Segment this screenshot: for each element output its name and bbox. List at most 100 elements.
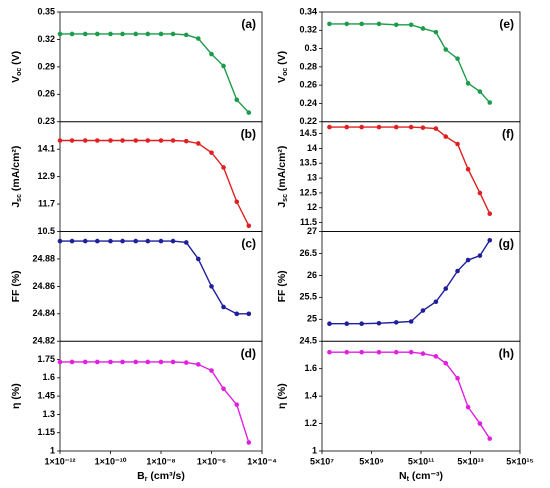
marker xyxy=(145,238,151,244)
label-part: (mA/cm²) xyxy=(10,146,22,194)
marker xyxy=(393,124,399,130)
x-tick-label: 1×10⁻⁸ xyxy=(146,456,175,466)
marker xyxy=(158,359,164,365)
label-part: FF (%) xyxy=(276,270,288,302)
line xyxy=(60,139,250,227)
marker xyxy=(195,256,201,262)
y-tick-label: 1 xyxy=(50,445,55,455)
y-axis-label: Voc (V) xyxy=(276,51,290,83)
y-tick-label: 1.3 xyxy=(42,409,55,419)
marker xyxy=(455,56,460,61)
label-part: J xyxy=(276,202,288,208)
y-tick-label: 0.32 xyxy=(299,25,317,35)
y-tick-label: 24.88 xyxy=(32,253,55,263)
plot-frame xyxy=(59,231,263,342)
y-tick-label: 1.45 xyxy=(37,391,55,401)
y-tick-label: 24.84 xyxy=(32,308,55,318)
marker xyxy=(246,311,252,317)
marker xyxy=(487,100,493,105)
y-tick-label: 1.15 xyxy=(37,427,55,437)
marker xyxy=(359,349,364,355)
marker xyxy=(408,349,414,355)
marker xyxy=(170,238,176,244)
x-tick-label: 5×10¹⁵ xyxy=(506,456,534,466)
y-tick-label: 24.5 xyxy=(299,336,317,346)
marker xyxy=(221,386,226,392)
marker xyxy=(94,138,100,143)
marker xyxy=(221,304,226,310)
marker xyxy=(393,349,399,355)
marker xyxy=(376,124,382,130)
line xyxy=(60,361,250,443)
y-tick-label: 24.86 xyxy=(32,281,55,291)
y-tick-label: 0.29 xyxy=(37,61,55,71)
y-tick-label: 0.24 xyxy=(299,98,317,108)
marker xyxy=(133,238,139,244)
marker xyxy=(327,124,332,130)
y-tick-label: 11.5 xyxy=(300,217,317,227)
marker xyxy=(108,31,113,37)
marker xyxy=(120,238,125,244)
label-part: J xyxy=(10,202,22,208)
marker xyxy=(170,138,176,143)
y-axis-label: η (%) xyxy=(276,383,288,409)
marker xyxy=(344,21,350,27)
y-tick-label: 12.9 xyxy=(37,171,55,181)
marker xyxy=(465,257,471,263)
panel-letter: (e) xyxy=(499,17,514,31)
marker xyxy=(234,402,240,407)
marker xyxy=(408,124,414,130)
marker xyxy=(133,359,139,365)
y-tick-label: 26.5 xyxy=(299,248,317,258)
marker xyxy=(393,320,399,325)
line xyxy=(60,33,250,114)
x-tick-label: 1×10⁻⁶ xyxy=(197,456,226,466)
marker xyxy=(57,359,63,365)
marker xyxy=(433,126,439,131)
marker xyxy=(443,360,449,366)
y-tick-label: 12.5 xyxy=(299,187,317,197)
y-tick-label: 0.23 xyxy=(37,116,55,126)
marker xyxy=(487,211,493,217)
marker xyxy=(234,199,240,205)
marker xyxy=(408,22,414,28)
panel-letter: (b) xyxy=(241,127,256,141)
marker xyxy=(120,31,125,37)
marker xyxy=(443,134,449,139)
marker xyxy=(487,237,493,243)
label-part: V xyxy=(276,76,288,83)
y-tick-label: 14.5 xyxy=(299,128,317,138)
y-tick-label: 14.1 xyxy=(37,144,55,154)
plot-frame xyxy=(59,11,263,123)
marker xyxy=(57,138,63,143)
line xyxy=(329,351,491,440)
x-tick-label: 5×10⁹ xyxy=(359,456,384,466)
marker xyxy=(82,359,88,365)
y-tick-label: 1.4 xyxy=(304,391,317,401)
x-tick-label: 5×10⁷ xyxy=(310,456,334,466)
x-axis-label: Nt (cm⁻³) xyxy=(399,470,443,483)
marker xyxy=(246,110,252,115)
y-axis-label: Jsc (mA/cm²) xyxy=(10,146,24,208)
y-tick-label: 0.34 xyxy=(299,6,317,16)
x-tick-label: 5×10¹³ xyxy=(457,456,483,466)
y-tick-label: 1.75 xyxy=(37,354,55,364)
y-tick-label: 0.26 xyxy=(299,80,317,90)
y-tick-label: 24.82 xyxy=(32,336,55,346)
marker xyxy=(120,359,125,365)
marker xyxy=(359,21,364,27)
marker xyxy=(376,21,382,27)
marker xyxy=(183,32,189,38)
panel-letter: (g) xyxy=(499,237,514,251)
marker xyxy=(195,362,201,367)
marker xyxy=(477,253,483,258)
panel-letter: (d) xyxy=(241,346,256,360)
label-part: (cm⁻³) xyxy=(409,470,443,482)
marker xyxy=(477,190,483,196)
marker xyxy=(359,124,364,130)
marker xyxy=(420,125,426,130)
marker xyxy=(94,359,100,365)
marker xyxy=(393,22,399,28)
y-tick-label: 0.32 xyxy=(37,34,55,44)
